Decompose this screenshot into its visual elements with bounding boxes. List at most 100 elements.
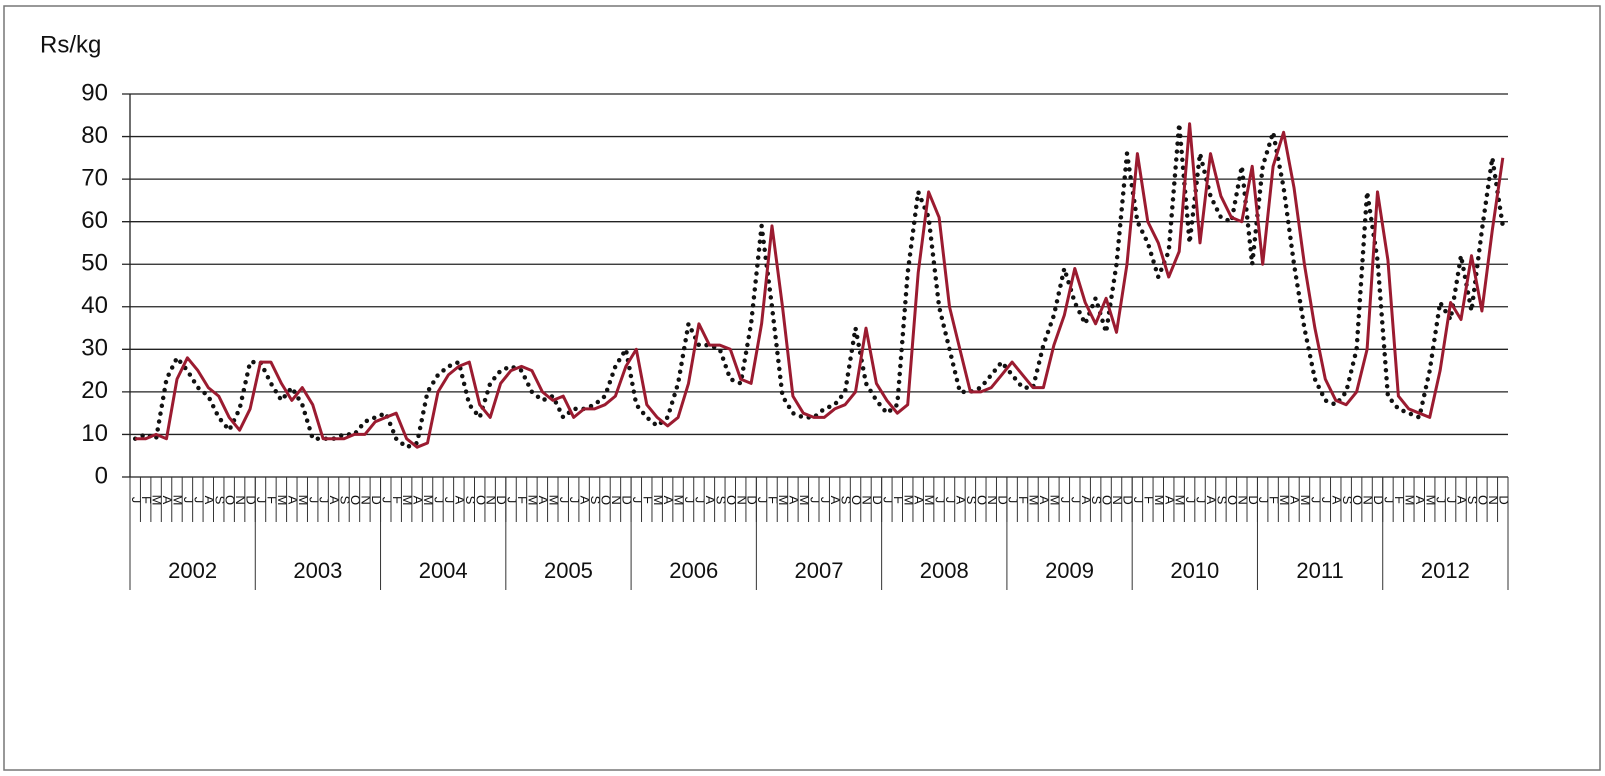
y-tick-label: 40 <box>81 292 108 319</box>
x-tick-label: N <box>1486 495 1501 504</box>
x-tick-label: J <box>933 497 948 504</box>
x-tick-label: J <box>557 497 572 504</box>
x-tick-label: F <box>766 496 781 504</box>
y-tick-label: 10 <box>81 420 108 447</box>
x-tick-label: D <box>619 495 634 504</box>
x-tick-label: M <box>1152 495 1167 506</box>
x-tick-label: N <box>985 495 1000 504</box>
year-label: 2005 <box>544 558 593 583</box>
x-tick-label: M <box>922 495 937 506</box>
x-tick-label: J <box>693 497 708 504</box>
x-tick-label: O <box>724 495 739 505</box>
x-tick-label: J <box>1183 497 1198 504</box>
x-tick-label: A <box>285 496 300 505</box>
x-tick-label: M <box>672 495 687 506</box>
year-label: 2012 <box>1421 558 1470 583</box>
x-tick-label: N <box>233 495 248 504</box>
x-tick-label: J <box>1382 497 1397 504</box>
x-tick-label: S <box>463 496 478 505</box>
x-tick-label: A <box>912 496 927 505</box>
year-label: 2009 <box>1045 558 1094 583</box>
x-tick-label: J <box>943 497 958 504</box>
x-tick-label: F <box>139 496 154 504</box>
x-tick-label: D <box>870 495 885 504</box>
x-tick-label: J <box>191 497 206 504</box>
x-tick-label: N <box>358 495 373 504</box>
year-label: 2004 <box>419 558 468 583</box>
x-tick-label: M <box>546 495 561 506</box>
x-tick-label: J <box>254 497 269 504</box>
y-tick-label: 80 <box>81 122 108 149</box>
x-tick-label: A <box>327 496 342 505</box>
x-tick-label: A <box>1037 496 1052 505</box>
x-tick-label: J <box>880 497 895 504</box>
x-tick-label: A <box>828 496 843 505</box>
x-tick-label: S <box>713 496 728 505</box>
x-tick-label: A <box>1455 496 1470 505</box>
x-tick-label: J <box>306 497 321 504</box>
x-tick-label: O <box>1475 495 1490 505</box>
x-tick-label: S <box>1340 496 1355 505</box>
x-tick-label: A <box>202 496 217 505</box>
x-tick-label: M <box>1277 495 1292 506</box>
x-tick-label: A <box>1288 496 1303 505</box>
x-tick-label: J <box>129 497 144 504</box>
x-tick-label: N <box>734 495 749 504</box>
x-tick-label: M <box>150 495 165 506</box>
x-tick-label: A <box>1413 496 1428 505</box>
year-label: 2002 <box>168 558 217 583</box>
x-tick-label: N <box>1110 495 1125 504</box>
y-tick-label: 70 <box>81 164 108 191</box>
x-tick-label: A <box>1204 496 1219 505</box>
year-label: 2007 <box>795 558 844 583</box>
x-tick-label: O <box>1100 495 1115 505</box>
x-tick-label: J <box>755 497 770 504</box>
x-tick-label: J <box>630 497 645 504</box>
x-tick-label: A <box>160 496 175 505</box>
x-tick-label: D <box>1246 495 1261 504</box>
x-tick-label: M <box>171 495 186 506</box>
x-tick-label: M <box>400 495 415 506</box>
x-tick-label: F <box>390 496 405 504</box>
x-tick-label: S <box>338 496 353 505</box>
x-tick-label: M <box>901 495 916 506</box>
y-tick-label: 0 <box>95 462 108 489</box>
year-label: 2003 <box>293 558 342 583</box>
x-tick-label: O <box>473 495 488 505</box>
x-tick-label: O <box>348 495 363 505</box>
chart-frame <box>3 5 1601 771</box>
x-tick-label: J <box>1006 497 1021 504</box>
x-tick-label: J <box>1308 497 1323 504</box>
x-tick-label: J <box>1319 497 1334 504</box>
year-label: 2011 <box>1296 558 1343 583</box>
x-tick-label: M <box>421 495 436 506</box>
x-tick-label: D <box>1121 495 1136 504</box>
x-tick-label: J <box>1068 497 1083 504</box>
x-tick-label: J <box>432 497 447 504</box>
x-tick-label: O <box>974 495 989 505</box>
x-tick-label: J <box>442 497 457 504</box>
x-tick-label: J <box>317 497 332 504</box>
x-tick-label: J <box>818 497 833 504</box>
x-tick-label: J <box>567 497 582 504</box>
x-tick-label: M <box>296 495 311 506</box>
x-tick-label: J <box>1058 497 1073 504</box>
x-tick-label: A <box>953 496 968 505</box>
x-tick-label: A <box>786 496 801 505</box>
x-tick-label: F <box>1016 496 1031 504</box>
x-tick-label: D <box>1371 495 1386 504</box>
y-tick-label: 30 <box>81 335 108 362</box>
x-tick-label: F <box>1392 496 1407 504</box>
x-tick-label: D <box>745 495 760 504</box>
x-tick-label: F <box>891 496 906 504</box>
x-tick-label: J <box>1434 497 1449 504</box>
x-tick-label: F <box>1267 496 1282 504</box>
x-tick-label: M <box>1298 495 1313 506</box>
x-tick-label: A <box>1079 496 1094 505</box>
x-tick-label: M <box>1423 495 1438 506</box>
x-tick-label: A <box>1162 496 1177 505</box>
x-tick-label: J <box>682 497 697 504</box>
x-tick-label: A <box>703 496 718 505</box>
x-tick-label: J <box>1444 497 1459 504</box>
